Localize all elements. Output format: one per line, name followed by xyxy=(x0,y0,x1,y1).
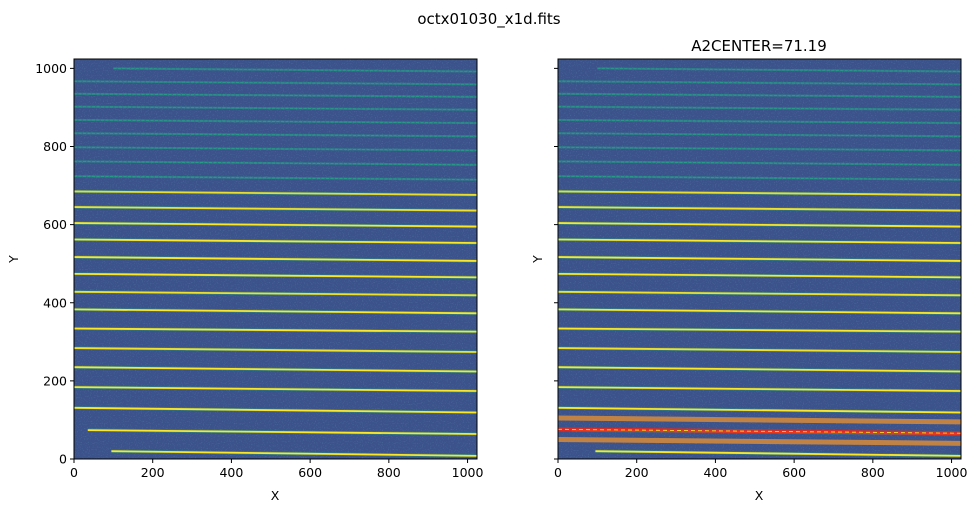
spectral-trace xyxy=(558,308,961,315)
spectral-trace xyxy=(74,256,477,262)
spectral-trace xyxy=(74,160,477,166)
spectral-trace xyxy=(113,67,477,73)
spectral-trace xyxy=(74,238,477,244)
spectral-trace xyxy=(558,93,961,98)
y-tick-label: 400 xyxy=(43,295,67,310)
x-tick-label: 1000 xyxy=(936,465,968,480)
left-image-panel: 0 200 400 600 800 1000 0 200 400 600 800 1000 X Y xyxy=(6,58,484,503)
spectral-trace xyxy=(74,80,477,85)
spectral-trace xyxy=(74,308,477,315)
extraction-overlay xyxy=(558,415,961,446)
x-tick-label: 800 xyxy=(861,465,885,480)
spectral-trace xyxy=(74,175,477,181)
x-tick-label: 600 xyxy=(782,465,806,480)
x-axis-label: X xyxy=(755,488,764,503)
spectral-trace xyxy=(558,327,961,333)
spectral-trace xyxy=(558,222,961,228)
y-axis-ticks: 0 200 400 600 800 1000 xyxy=(35,61,74,467)
spectral-trace xyxy=(87,429,477,435)
spectral-trace xyxy=(558,347,961,353)
spectral-trace xyxy=(558,190,961,196)
spectral-trace xyxy=(558,146,961,151)
background-region-upper xyxy=(558,415,961,425)
y-axis-label: Y xyxy=(530,255,545,264)
spectral-trace xyxy=(558,386,961,392)
spectral-trace xyxy=(74,93,477,98)
x-tick-label: 0 xyxy=(554,465,562,480)
spectral-trace xyxy=(74,327,477,333)
spectral-trace xyxy=(558,206,961,212)
spectral-trace xyxy=(74,347,477,353)
spectral-trace xyxy=(74,132,477,137)
spectral-trace xyxy=(74,190,477,196)
spectral-trace xyxy=(74,406,477,414)
background-region-lower xyxy=(558,436,961,446)
y-tick-label: 0 xyxy=(59,452,67,467)
spectral-trace xyxy=(558,160,961,166)
y-tick-label: 800 xyxy=(43,139,67,154)
spectral-trace xyxy=(597,67,961,73)
x-axis-ticks: 0 200 400 600 800 1000 xyxy=(554,459,968,480)
spectral-trace xyxy=(74,146,477,151)
spectral-trace xyxy=(74,290,477,297)
spectral-trace xyxy=(558,80,961,85)
x-axis-ticks: 0 200 400 600 800 1000 xyxy=(70,459,484,480)
x-tick-label: 200 xyxy=(141,465,165,480)
y-axis-ticks xyxy=(554,67,558,460)
spectral-trace xyxy=(558,256,961,262)
panel-title: A2CENTER=71.19 xyxy=(691,37,827,55)
spectral-trace xyxy=(558,175,961,181)
spectral-trace xyxy=(558,106,961,111)
y-tick-label: 1000 xyxy=(35,61,67,76)
spectral-trace xyxy=(558,238,961,244)
x-tick-label: 400 xyxy=(703,465,727,480)
spectral-trace xyxy=(74,386,477,392)
spectral-trace xyxy=(558,290,961,297)
spectral-trace xyxy=(74,366,477,373)
spectral-trace xyxy=(558,406,961,414)
figure-suptitle: octx01030_x1d.fits xyxy=(417,10,560,29)
x-tick-label: 0 xyxy=(70,465,78,480)
spectral-trace xyxy=(74,106,477,111)
spectral-traces xyxy=(74,67,477,458)
x-tick-label: 800 xyxy=(377,465,401,480)
x-tick-label: 200 xyxy=(625,465,649,480)
x-tick-label: 400 xyxy=(219,465,243,480)
x-tick-label: 1000 xyxy=(452,465,484,480)
spectral-trace xyxy=(74,272,477,279)
spectral-trace xyxy=(74,119,477,124)
spectral-trace xyxy=(595,450,961,457)
x-tick-label: 600 xyxy=(298,465,322,480)
axes-frame xyxy=(557,58,962,460)
spectral-trace xyxy=(558,272,961,279)
axes-frame xyxy=(73,58,478,460)
right-image-panel: 0 200 400 600 800 1000 A2CENTER=71.19 X Y xyxy=(530,37,968,503)
y-tick-label: 600 xyxy=(43,217,67,232)
spectral-trace xyxy=(74,222,477,228)
spectral-trace xyxy=(111,450,477,457)
spectral-trace xyxy=(558,119,961,124)
extraction-center-line xyxy=(558,427,961,436)
x-axis-label: X xyxy=(271,488,280,503)
spectral-trace xyxy=(558,366,961,373)
spectral-trace xyxy=(74,206,477,212)
spectral-trace xyxy=(558,132,961,137)
y-tick-label: 200 xyxy=(43,373,67,388)
y-axis-label: Y xyxy=(6,255,21,264)
